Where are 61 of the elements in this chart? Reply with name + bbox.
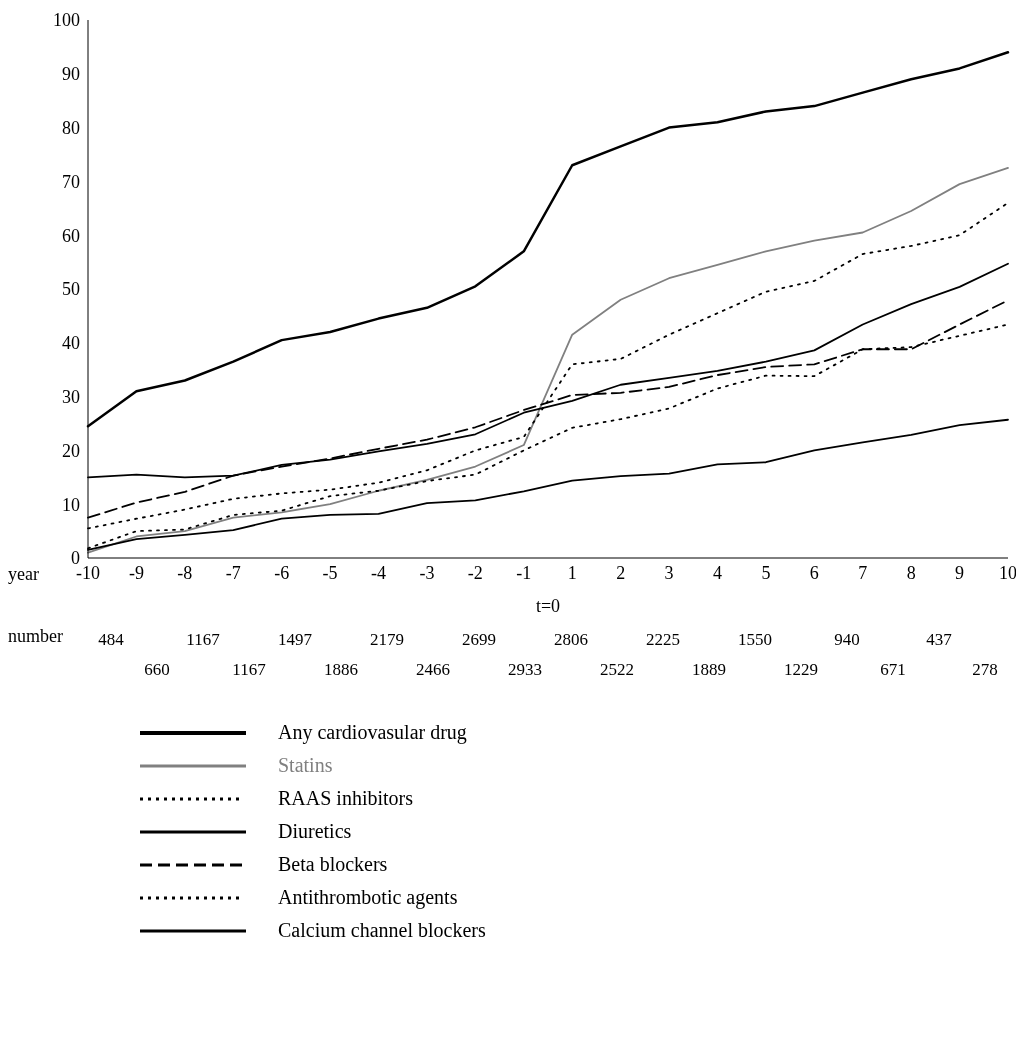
- y-tick-label: 50: [62, 279, 80, 300]
- x-tick-label: -8: [177, 562, 193, 583]
- x-tick-label: 4: [712, 562, 722, 583]
- legend-label: Diuretics: [278, 820, 352, 843]
- legend-label: Beta blockers: [278, 853, 388, 876]
- y-tick-label: 60: [62, 225, 80, 246]
- line-series: [87, 167, 1009, 554]
- text: 2806: [553, 630, 589, 650]
- y-tick-label: 70: [62, 171, 80, 192]
- x-tick-label: -2: [467, 562, 483, 583]
- legend-label: Calcium channel blockers: [278, 919, 486, 942]
- y-tick-label: 100: [53, 10, 80, 31]
- text: 484: [97, 630, 125, 650]
- y-tick-label: 40: [62, 333, 80, 354]
- x-tick-label: 6: [809, 562, 819, 583]
- text: 940: [833, 630, 861, 650]
- text: 2179: [369, 630, 405, 650]
- text: 2522: [599, 660, 635, 680]
- text: t=0: [534, 596, 562, 617]
- x-tick-label: -7: [225, 562, 241, 583]
- x-tick-label: 5: [761, 562, 771, 583]
- x-tick-label: -9: [128, 562, 144, 583]
- x-tick-label: 7: [858, 562, 868, 583]
- text: year: [8, 564, 39, 585]
- y-tick-label: 10: [62, 494, 80, 515]
- x-tick-label: -5: [322, 562, 338, 583]
- y-tick-label: 90: [62, 64, 80, 85]
- text: number: [8, 626, 63, 647]
- y-tick-label: 0: [71, 548, 80, 569]
- x-tick-label: 1: [567, 562, 577, 583]
- text: 1886: [323, 660, 359, 680]
- text: 2466: [415, 660, 451, 680]
- x-tick-label: 3: [664, 562, 674, 583]
- text: 2225: [645, 630, 681, 650]
- legend-label: RAAS inhibitors: [278, 787, 414, 810]
- text: 1889: [691, 660, 727, 680]
- text: 2699: [461, 630, 497, 650]
- text: 1167: [185, 630, 221, 650]
- x-tick-label: -3: [419, 562, 435, 583]
- y-tick-label: 30: [62, 386, 80, 407]
- text: 671: [879, 660, 907, 680]
- x-tick-label: 9: [955, 562, 965, 583]
- text: 2933: [507, 660, 543, 680]
- x-tick-label: 8: [906, 562, 916, 583]
- x-tick-label: 10: [999, 562, 1017, 583]
- x-tick-label: 2: [616, 562, 626, 583]
- legend-label: Antithrombotic agents: [278, 886, 458, 909]
- y-tick-label: 80: [62, 117, 80, 138]
- x-tick-label: -1: [516, 562, 532, 583]
- y-tick-label: 20: [62, 440, 80, 461]
- text: 1550: [737, 630, 773, 650]
- x-tick-label: -4: [371, 562, 387, 583]
- legend-label: Any cardiovasular drug: [278, 721, 467, 744]
- text: 278: [971, 660, 999, 680]
- text: 1497: [277, 630, 313, 650]
- text: 1167: [231, 660, 267, 680]
- legend-label: Statins: [278, 754, 333, 777]
- text: 1229: [783, 660, 819, 680]
- text: 660: [143, 660, 171, 680]
- text: 437: [925, 630, 953, 650]
- x-tick-label: -6: [274, 562, 290, 583]
